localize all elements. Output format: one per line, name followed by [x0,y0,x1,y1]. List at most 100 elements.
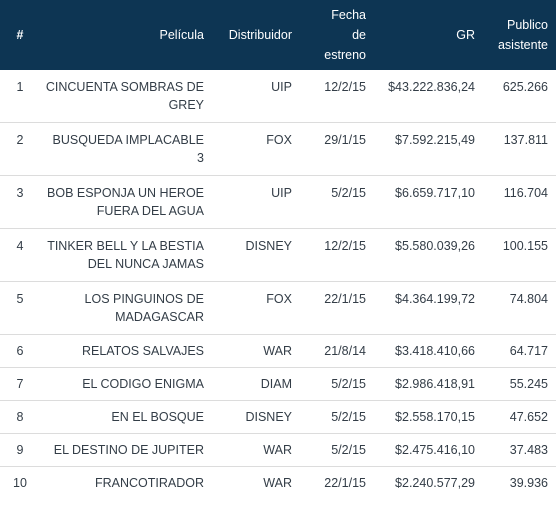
table-row: 1 CINCUENTA SOMBRAS DE GREY UIP 12/2/15 $43.2… [0,70,556,123]
header-publico: Publico asistente [483,0,556,70]
cell-pelicula-line: FRANCOTIRADOR [94,476,204,490]
cell-pelicula-line: EL DESTINO DE JUPITER [53,443,204,457]
cell-rank: 1 [16,80,24,94]
cell-pelicula-line: GREY [168,98,204,112]
cell-pelicula: BOB ESPONJA UN HEROE FUERA DEL AGUA [40,176,212,229]
cell-rank: 7 [16,377,24,391]
cell-distribuidor: FOX [266,292,292,306]
cell-distribuidor: UIP [271,186,292,200]
cell-publico: 116.704 [503,186,548,200]
cell-gr: $2.475.416,10 [395,443,475,457]
table-row: 2 BUSQUEDA IMPLACABLE 3 FOX 29/1/15 $7.592.21… [0,123,556,176]
cell-distribuidor: WAR [263,344,292,358]
table-row: 10 FRANCOTIRADOR WAR 22/1/15 $2.240.577,29 39… [0,467,556,500]
cell-pelicula-line: BUSQUEDA IMPLACABLE [52,133,204,147]
header-gr: GR [456,28,475,42]
cell-pelicula-line: FUERA DEL AGUA [96,204,204,218]
cell-pelicula: EN EL BOSQUE [40,401,212,434]
cell-gr: $2.240.577,29 [395,476,475,490]
header-distribuidor: Distribuidor [228,28,292,42]
cell-distribuidor: WAR [263,443,292,457]
cell-publico: 74.804 [509,292,548,306]
cell-publico: 47.652 [509,410,548,424]
cell-gr: $4.364.199,72 [395,292,475,306]
cell-fecha: 5/2/15 [331,186,366,200]
cell-pelicula: CINCUENTA SOMBRAS DE GREY [40,70,212,123]
cell-pelicula-line: TINKER BELL Y LA BESTIA [47,239,204,253]
cell-pelicula-line: 3 [197,151,204,165]
cell-gr: $5.580.039,26 [395,239,475,253]
cell-distribuidor: WAR [263,476,292,490]
table-row: 3 BOB ESPONJA UN HEROE FUERA DEL AGUA UIP 5/… [0,176,556,229]
cell-pelicula-line: DEL NUNCA JAMAS [87,257,204,271]
cell-distribuidor: DISNEY [245,239,292,253]
cell-distribuidor: UIP [271,80,292,94]
cell-pelicula-line: CINCUENTA SOMBRAS DE [45,80,204,94]
cell-pelicula-line: BOB ESPONJA UN HEROE [47,186,204,200]
cell-fecha: 5/2/15 [331,443,366,457]
cell-publico: 137.811 [503,133,548,147]
cell-rank: 10 [13,476,27,490]
cell-rank: 4 [16,239,24,253]
header-fecha-line: de [352,28,366,42]
header-fecha-line: Fecha [331,8,366,22]
cell-fecha: 5/2/15 [331,377,366,391]
cell-pelicula-line: EN EL BOSQUE [111,410,204,424]
table-row: 6 RELATOS SALVAJES WAR 21/8/14 $3.418.410,66… [0,335,556,368]
header-publico-line: Publico [507,18,548,32]
cell-gr: $3.418.410,66 [395,344,475,358]
cell-pelicula: FRANCOTIRADOR [40,467,212,500]
cell-distribuidor: FOX [266,133,292,147]
cell-fecha: 12/2/15 [324,239,366,253]
cell-distribuidor: DIAM [260,377,292,391]
cell-rank: 5 [16,292,24,306]
cell-fecha: 5/2/15 [331,410,366,424]
cell-publico: 625.266 [502,80,548,94]
table-row: 8 EN EL BOSQUE DISNEY 5/2/15 $2.558.170,15 47… [0,401,556,434]
header-fecha-line: estreno [324,48,366,62]
cell-rank: 6 [16,344,24,358]
table-row: 4 TINKER BELL Y LA BESTIA DEL NUNCA JAMAS D… [0,229,556,282]
cell-rank: 9 [16,443,24,457]
cell-publico: 100.155 [502,239,548,253]
cell-pelicula: TINKER BELL Y LA BESTIA DEL NUNCA JAMAS [40,229,212,282]
cell-fecha: 21/8/14 [324,344,366,358]
cell-gr: $7.592.215,49 [395,133,475,147]
cell-pelicula-line: LOS PINGUINOS DE [84,292,204,306]
cell-fecha: 29/1/15 [324,133,366,147]
header-row: # Película Distribuidor Fecha de estreno… [0,0,556,70]
cell-fecha: 22/1/15 [324,292,366,306]
cell-rank: 3 [16,186,24,200]
cell-publico: 55.245 [509,377,548,391]
cell-rank: 8 [16,410,24,424]
table-row: 7 EL CODIGO ENIGMA DIAM 5/2/15 $2.986.418,91… [0,368,556,401]
table-body: 1 CINCUENTA SOMBRAS DE GREY UIP 12/2/15 $43.2… [0,70,556,499]
cell-gr: $6.659.717,10 [395,186,475,200]
header-pelicula: Película [159,28,204,42]
cell-publico: 39.936 [509,476,548,490]
table-row: 9 EL DESTINO DE JUPITER WAR 5/2/15 $2.475.41… [0,434,556,467]
cell-fecha: 22/1/15 [324,476,366,490]
cell-pelicula: BUSQUEDA IMPLACABLE 3 [40,123,212,176]
cell-pelicula: EL CODIGO ENIGMA [40,368,212,401]
header-publico-line: asistente [497,38,548,52]
cell-gr: $2.986.418,91 [395,377,475,391]
cell-gr: $2.558.170,15 [395,410,475,424]
cell-gr: $43.222.836,24 [388,80,475,94]
cell-pelicula-line: RELATOS SALVAJES [81,344,204,358]
cell-pelicula-line: EL CODIGO ENIGMA [82,377,204,391]
cell-publico: 37.483 [509,443,548,457]
cell-pelicula: RELATOS SALVAJES [40,335,212,368]
box-office-table: # Película Distribuidor Fecha de estreno… [0,0,556,499]
table-header: # Película Distribuidor Fecha de estreno… [0,0,556,70]
cell-fecha: 12/2/15 [324,80,366,94]
cell-pelicula: LOS PINGUINOS DE MADAGASCAR [40,282,212,335]
cell-pelicula: EL DESTINO DE JUPITER [40,434,212,467]
cell-distribuidor: DISNEY [245,410,292,424]
cell-rank: 2 [16,133,24,147]
table-row: 5 LOS PINGUINOS DE MADAGASCAR FOX 22/1/15 $4.… [0,282,556,335]
cell-pelicula-line: MADAGASCAR [115,310,204,324]
header-fecha: Fecha de estreno [300,0,374,70]
header-rank: # [16,28,24,42]
cell-publico: 64.717 [509,344,548,358]
